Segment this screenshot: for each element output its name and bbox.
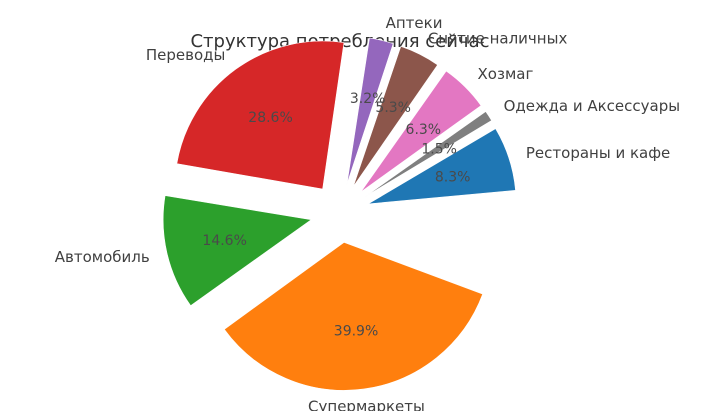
pie-slice-4 xyxy=(346,37,394,185)
slice-category-label: Снятие наличных xyxy=(428,29,568,47)
slices-layer xyxy=(162,37,516,391)
slice-percent-label: 5.3% xyxy=(375,100,411,116)
slice-percent-label: 1.5% xyxy=(421,141,457,157)
labels-layer: 8.3% Рестораны и кафе 1.5% Одежда и Аксессу… xyxy=(55,14,681,416)
pie-slice-0 xyxy=(368,128,516,205)
slice-percent-label: 14.6% xyxy=(202,233,246,249)
slice-category-label: Супермаркеты xyxy=(308,398,425,411)
pie-slice-5 xyxy=(176,40,345,190)
pie-slice-2 xyxy=(360,70,482,193)
slice-percent-label: 8.3% xyxy=(435,170,471,186)
slice-category-label: Одежда и Аксессуары xyxy=(504,97,681,115)
chart-title: Структура потребления сейчас xyxy=(190,31,489,52)
slice-percent-label: 28.6% xyxy=(248,110,292,126)
slice-category-label: Автомобиль xyxy=(55,248,150,266)
slice-percent-label: 6.3% xyxy=(406,122,442,138)
pie-slice-3 xyxy=(353,46,438,187)
slice-category-label: Переводы xyxy=(146,46,226,64)
slice-percent-label: 3.2% xyxy=(350,91,386,107)
pie-slice-7 xyxy=(223,241,484,391)
slice-category-label: Аптеки xyxy=(386,14,443,32)
pie-slice-6 xyxy=(162,195,312,307)
slice-category-label: Хозмаг xyxy=(478,65,534,83)
pie-slice-1 xyxy=(364,111,492,198)
slice-percent-label: 39.9% xyxy=(334,323,378,339)
slice-category-label: Рестораны и кафе xyxy=(526,144,670,162)
